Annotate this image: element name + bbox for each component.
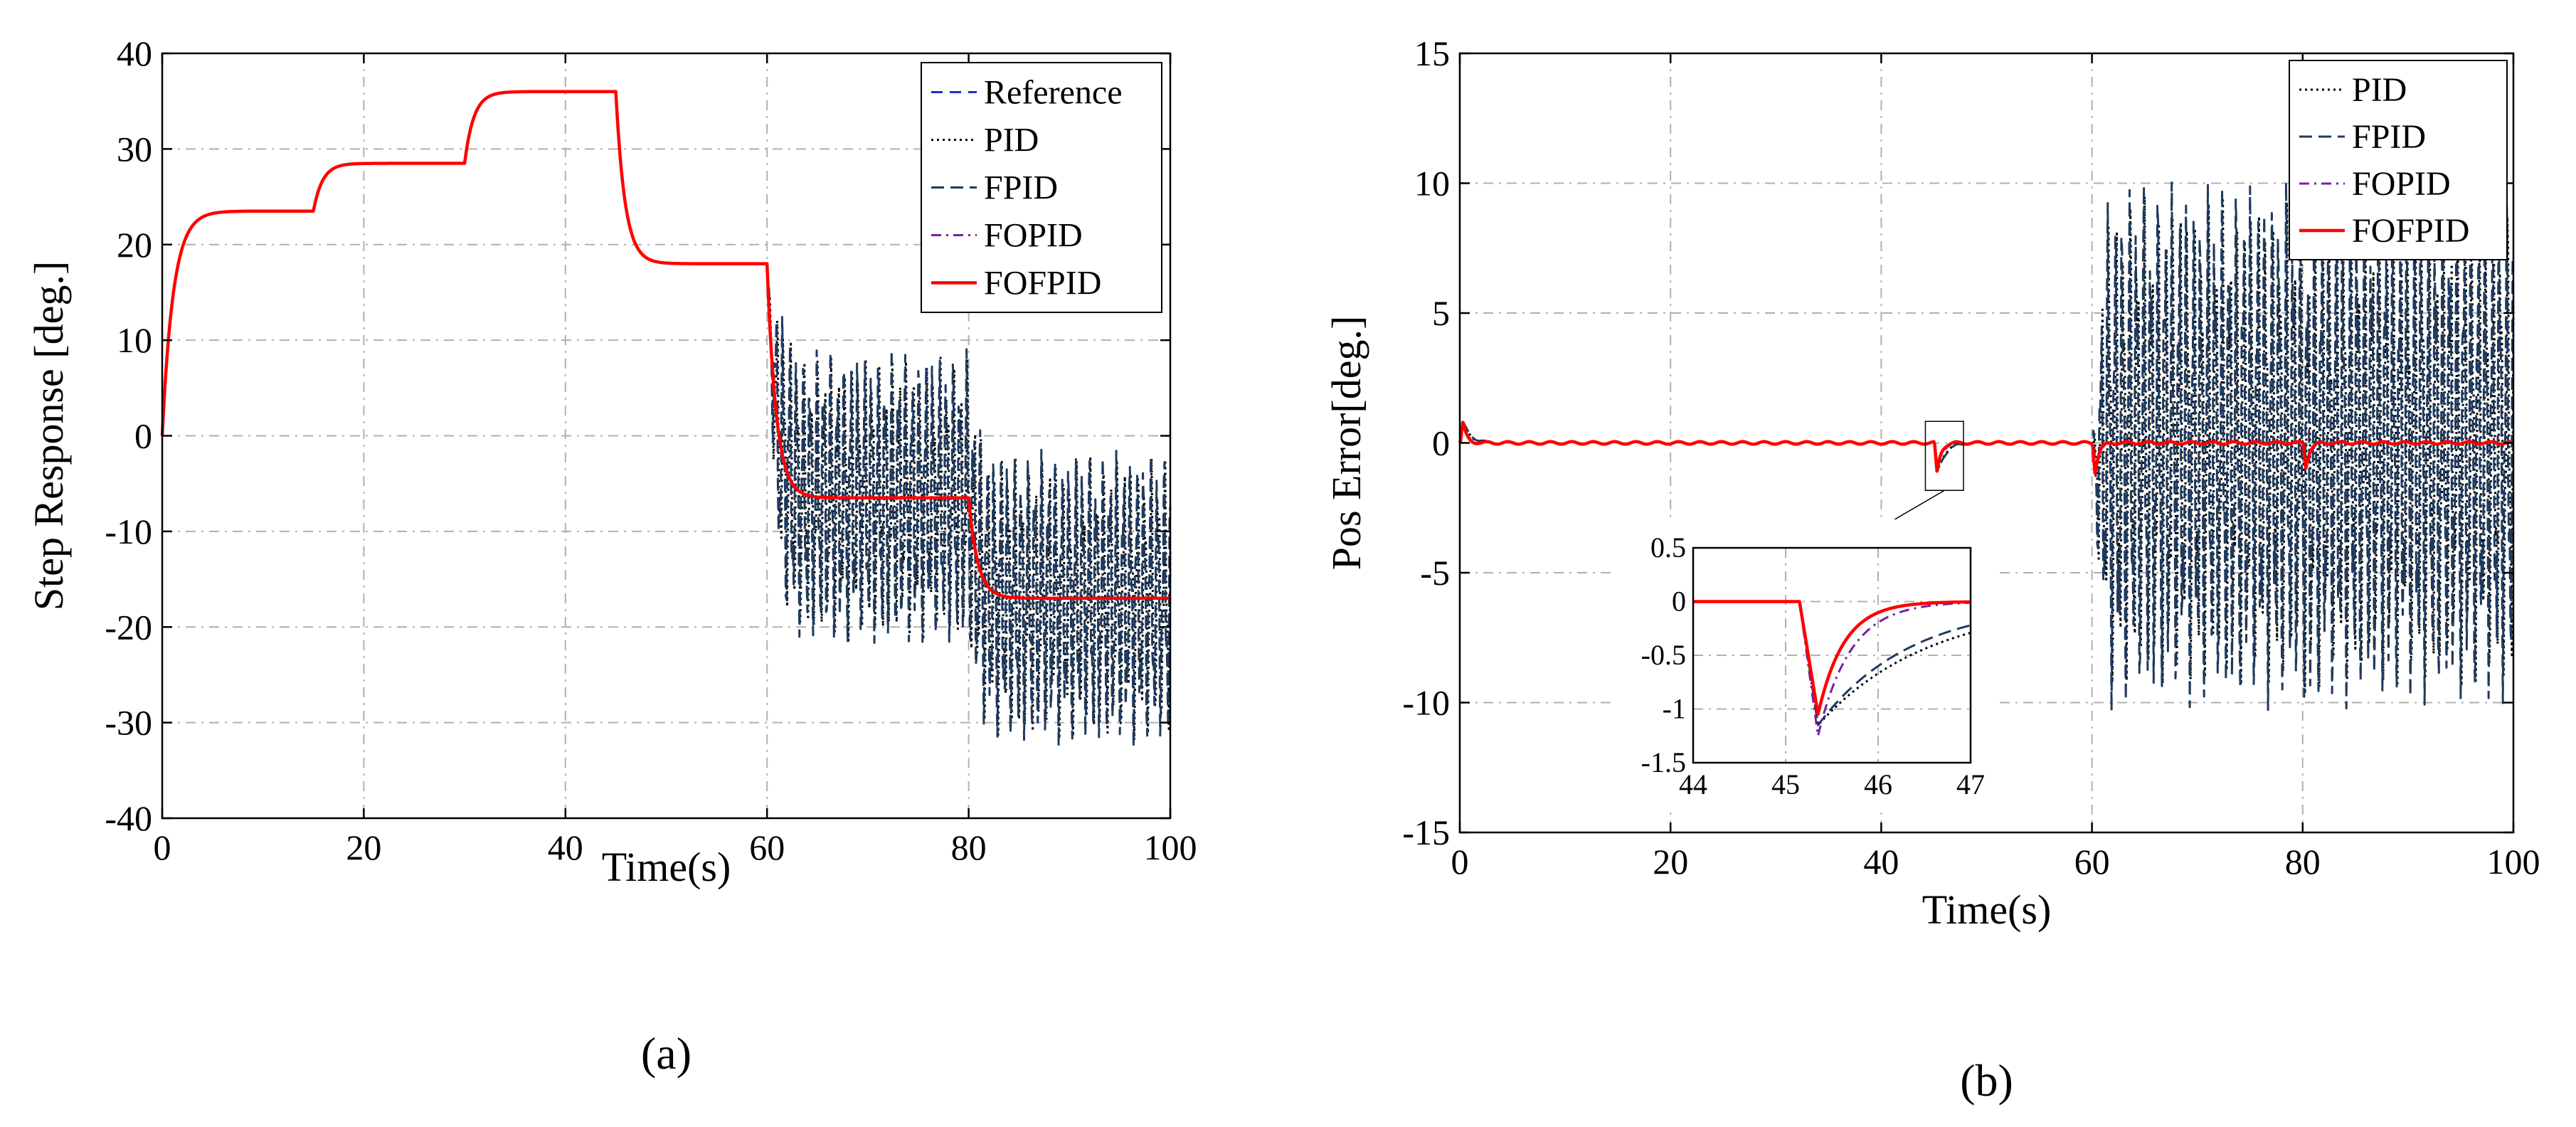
y-tick-label: -10 — [105, 512, 152, 551]
inset-ticks: 44 45 46 47 -1.5 -1 -0.5 0 0.5 — [1641, 531, 1985, 800]
chart-b-inset: 44 45 46 47 -1.5 -1 -0.5 0 0.5 — [1615, 519, 1999, 813]
chart-b-series-fpid — [1458, 176, 2515, 712]
chart-a-y-axis-label: Step Response [deg.] — [26, 261, 72, 610]
inset-x-tick-label: 44 — [1679, 768, 1707, 800]
y-tick-label: 15 — [1414, 33, 1450, 73]
x-tick-label: 40 — [548, 827, 583, 867]
x-tick-label: 60 — [749, 827, 785, 867]
inset-x-tick-label: 46 — [1864, 768, 1892, 800]
legend-label-fopid: FOPID — [984, 217, 1083, 255]
x-tick-label: 100 — [1144, 827, 1197, 867]
y-tick-label: 30 — [117, 129, 152, 169]
inset-series-fofpid — [1692, 600, 1971, 716]
legend-label-fpid: FPID — [984, 169, 1058, 207]
y-tick-label: 10 — [117, 320, 152, 360]
chart-a-ticks: 0 20 40 60 80 100 -40 -30 -20 -10 0 10 20 30 40 — [105, 33, 1197, 867]
inset-frame — [1692, 546, 1972, 764]
chart-b-caption: (b) — [1960, 1055, 2013, 1106]
chart-a-legend: Reference PID FPID FOPID FOFPID — [921, 62, 1162, 313]
chart-a-caption: (a) — [641, 1028, 691, 1079]
y-tick-label: 0 — [1432, 423, 1450, 463]
y-tick-label: -10 — [1402, 683, 1450, 723]
inset-y-tick-label: -1.5 — [1641, 746, 1686, 778]
inset-x-tick-label: 45 — [1771, 768, 1800, 800]
y-tick-label: -5 — [1420, 553, 1450, 593]
y-tick-label: -30 — [105, 703, 152, 743]
chart-a-step-response: 0 20 40 60 80 100 -40 -30 -20 -10 0 10 20 30 40 Time(s… — [26, 33, 1197, 1079]
chart-a-series — [160, 90, 1172, 748]
legend-label-fofpid: FOFPID — [984, 265, 1101, 302]
y-tick-label: -15 — [1402, 813, 1450, 852]
chart-b-series-fofpid — [1458, 420, 2515, 475]
inset-y-tick-label: 0 — [1672, 586, 1686, 618]
inset-series — [1692, 600, 1971, 737]
inset-background — [1615, 519, 1999, 813]
chart-b-y-axis-label: Pos Error[deg.] — [1323, 316, 1369, 571]
legend-label-fopid: FOPID — [2352, 165, 2451, 203]
x-tick-label: 20 — [346, 827, 381, 867]
x-tick-label: 0 — [1451, 842, 1469, 882]
legend-label-pid: PID — [2352, 71, 2407, 109]
y-tick-label: -20 — [105, 607, 152, 647]
x-tick-label: 100 — [2487, 842, 2540, 882]
y-tick-label: 5 — [1432, 293, 1450, 333]
inset-y-tick-label: 0.5 — [1650, 531, 1686, 564]
y-tick-label: -40 — [105, 798, 152, 838]
legend-label-pid: PID — [984, 122, 1039, 159]
x-tick-label: 60 — [2074, 842, 2110, 882]
y-tick-label: 20 — [117, 225, 152, 265]
legend-label-fofpid: FOFPID — [2352, 212, 2469, 250]
legend-label-reference: Reference — [984, 74, 1123, 112]
y-tick-label: 10 — [1414, 164, 1450, 203]
legend-label-fpid: FPID — [2352, 118, 2426, 156]
x-tick-label: 20 — [1653, 842, 1688, 882]
x-tick-label: 40 — [1863, 842, 1899, 882]
inset-x-tick-label: 47 — [1956, 768, 1985, 800]
chart-b-series — [1458, 176, 2515, 712]
chart-a-series-fofpid — [160, 90, 1171, 600]
chart-b-legend: PID FPID FOPID FOFPID — [2289, 60, 2508, 260]
y-tick-label: 0 — [134, 416, 152, 456]
x-tick-label: 80 — [951, 827, 987, 867]
y-tick-label: 40 — [117, 33, 152, 73]
inset-y-tick-label: -0.5 — [1641, 639, 1686, 671]
inset-y-tick-label: -1 — [1663, 693, 1686, 725]
legend-box — [2289, 60, 2508, 260]
chart-a-x-axis-label: Time(s) — [602, 844, 731, 890]
x-tick-label: 0 — [154, 827, 171, 867]
chart-b-x-axis-label: Time(s) — [1922, 887, 2052, 933]
x-tick-label: 80 — [2285, 842, 2321, 882]
